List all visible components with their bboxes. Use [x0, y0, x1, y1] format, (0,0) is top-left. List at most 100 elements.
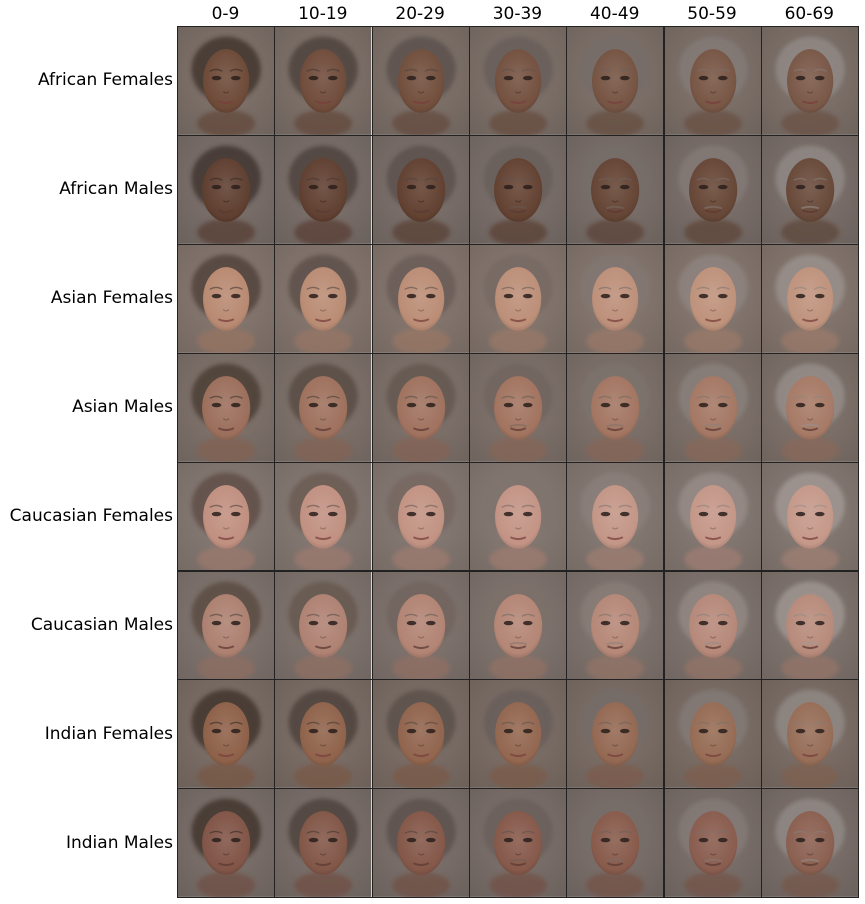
neck-shape — [586, 218, 645, 244]
nose — [514, 417, 522, 421]
left-eye — [211, 293, 222, 299]
right-eyebrow — [424, 831, 438, 835]
right-eye — [328, 75, 338, 81]
nose — [514, 308, 522, 312]
left-eye — [503, 620, 514, 625]
face-shape — [785, 811, 835, 876]
right-eye — [522, 293, 533, 299]
left-eyebrow — [306, 177, 320, 181]
left-eye — [600, 838, 611, 843]
face-shape — [494, 484, 542, 549]
face-shape — [786, 702, 834, 767]
nose — [417, 635, 425, 639]
right-eyebrow — [521, 68, 535, 72]
right-eyebrow — [424, 286, 438, 290]
left-eyebrow — [598, 68, 612, 72]
right-eye — [717, 402, 728, 407]
mouth — [509, 862, 527, 867]
nose — [709, 744, 716, 747]
neck-shape — [197, 763, 256, 789]
right-eye — [814, 838, 825, 843]
face-shape — [592, 702, 639, 767]
neck-shape — [489, 872, 547, 898]
average-face-image — [566, 26, 665, 136]
left-eye — [211, 838, 222, 843]
row-label: African Males — [59, 179, 173, 200]
right-eye — [620, 511, 630, 516]
neck-shape — [586, 545, 645, 571]
left-eyebrow — [695, 504, 710, 508]
left-eye — [309, 402, 319, 407]
mouth — [412, 318, 429, 322]
nose — [709, 853, 716, 856]
mouth — [801, 535, 819, 540]
neck-shape — [294, 436, 353, 462]
right-eyebrow — [326, 177, 341, 181]
nose — [417, 853, 425, 856]
neck-shape — [197, 327, 256, 353]
left-eyebrow — [501, 177, 515, 181]
nose — [514, 200, 522, 203]
neck-shape — [391, 654, 450, 680]
left-eyebrow — [793, 177, 807, 181]
neck-shape — [781, 436, 839, 462]
neck-shape — [197, 872, 256, 898]
average-face-image — [177, 570, 276, 681]
mouth — [412, 753, 429, 758]
right-eyebrow — [229, 613, 243, 617]
left-eye — [698, 511, 708, 516]
right-eyebrow — [716, 722, 730, 726]
average-face-image — [177, 679, 276, 790]
face-shape — [202, 593, 251, 658]
face-shape — [396, 158, 445, 222]
average-face-image — [468, 570, 568, 681]
left-eye — [698, 184, 708, 190]
right-eyebrow — [521, 504, 535, 508]
mustache-shape — [509, 205, 528, 210]
neck-shape — [294, 327, 353, 353]
mouth — [801, 318, 819, 322]
neck-shape — [489, 763, 547, 789]
face-shape — [299, 375, 348, 440]
average-face-image — [468, 679, 568, 790]
right-eyebrow — [326, 504, 341, 508]
neck-shape — [781, 545, 839, 571]
face-shape — [592, 266, 639, 331]
face-shape — [591, 811, 640, 876]
right-eyebrow — [813, 68, 827, 72]
average-face-image — [760, 134, 860, 245]
nose — [806, 417, 814, 421]
right-eye — [230, 184, 241, 190]
right-eyebrow — [813, 613, 827, 617]
face-shape — [689, 702, 736, 767]
average-face-image — [663, 26, 762, 136]
neck-shape — [781, 872, 839, 898]
nose — [514, 526, 522, 530]
left-eyebrow — [793, 722, 807, 726]
left-eyebrow — [598, 286, 612, 290]
right-eyebrow — [229, 395, 243, 399]
nose — [806, 744, 814, 747]
mouth — [509, 535, 527, 540]
left-eye — [211, 75, 222, 81]
left-eyebrow — [695, 395, 710, 399]
left-eye — [503, 402, 514, 407]
neck-shape — [489, 218, 547, 244]
right-eye — [230, 620, 241, 625]
nose — [417, 200, 425, 203]
face-shape — [203, 702, 250, 767]
right-eye — [620, 293, 630, 299]
right-eye — [230, 75, 241, 81]
face-shape — [591, 158, 640, 222]
left-eye — [795, 184, 806, 190]
right-eyebrow — [229, 831, 243, 835]
right-eyebrow — [424, 504, 438, 508]
average-face-image — [566, 134, 665, 245]
mouth — [509, 644, 527, 649]
right-eyebrow — [424, 613, 438, 617]
mouth — [509, 100, 527, 105]
right-eye — [425, 511, 436, 516]
left-eyebrow — [695, 722, 710, 726]
nose — [514, 91, 522, 94]
right-eyebrow — [521, 613, 535, 617]
